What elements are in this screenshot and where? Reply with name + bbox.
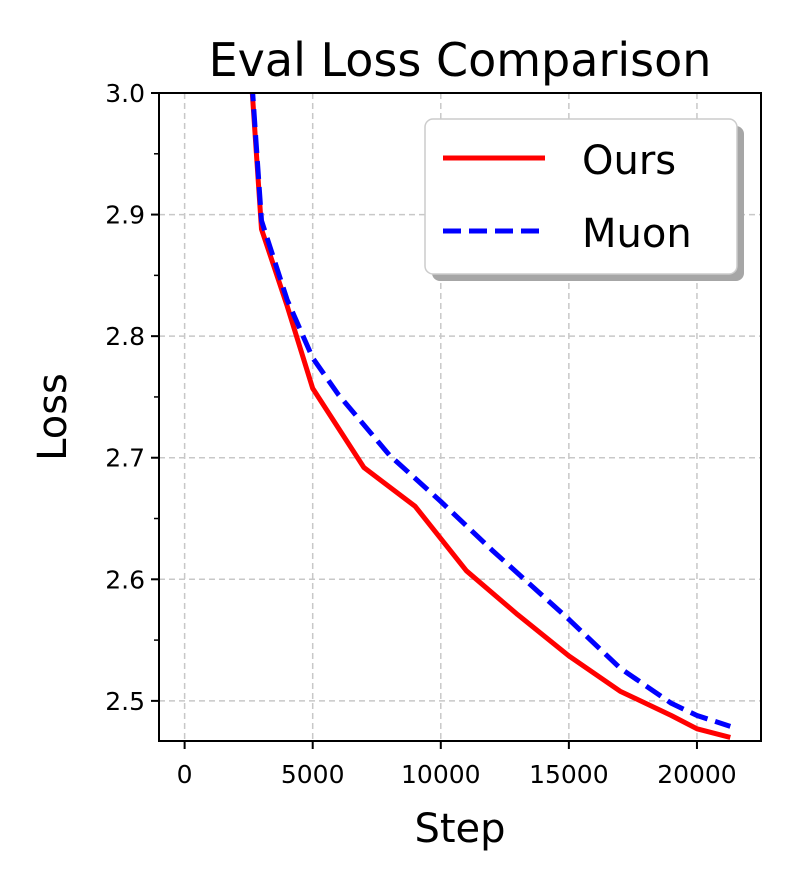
y-tick-label: 3.0 <box>105 79 145 108</box>
y-tick-label: 2.9 <box>105 201 145 230</box>
plot-frame <box>158 92 762 742</box>
x-tick-label: 0 <box>177 760 193 789</box>
x-axis-label: Step <box>414 806 505 852</box>
x-axis-ticks: 0 5000 10000 15000 20000 <box>177 741 737 789</box>
series-lines <box>249 93 732 740</box>
y-tick-label: 2.8 <box>105 322 145 351</box>
series-line-muon <box>250 93 732 729</box>
y-tick-label: 2.5 <box>105 687 145 716</box>
x-tick-label: 10000 <box>401 760 481 789</box>
y-tick-label: 2.6 <box>105 565 145 594</box>
series-line-ours <box>249 93 731 740</box>
legend-label-ours: Ours <box>582 138 676 184</box>
x-tick-label: 20000 <box>657 760 737 789</box>
y-axis-ticks: 2.5 2.6 2.7 2.8 2.9 3.0 <box>105 79 159 716</box>
chart-title: Eval Loss Comparison <box>209 33 712 87</box>
x-tick-label: 5000 <box>281 760 345 789</box>
x-tick-label: 15000 <box>529 760 609 789</box>
legend-label-muon: Muon <box>582 211 692 257</box>
legend: Ours Muon <box>424 118 744 281</box>
y-axis-label: Loss <box>30 373 76 461</box>
y-tick-label: 2.7 <box>105 444 145 473</box>
